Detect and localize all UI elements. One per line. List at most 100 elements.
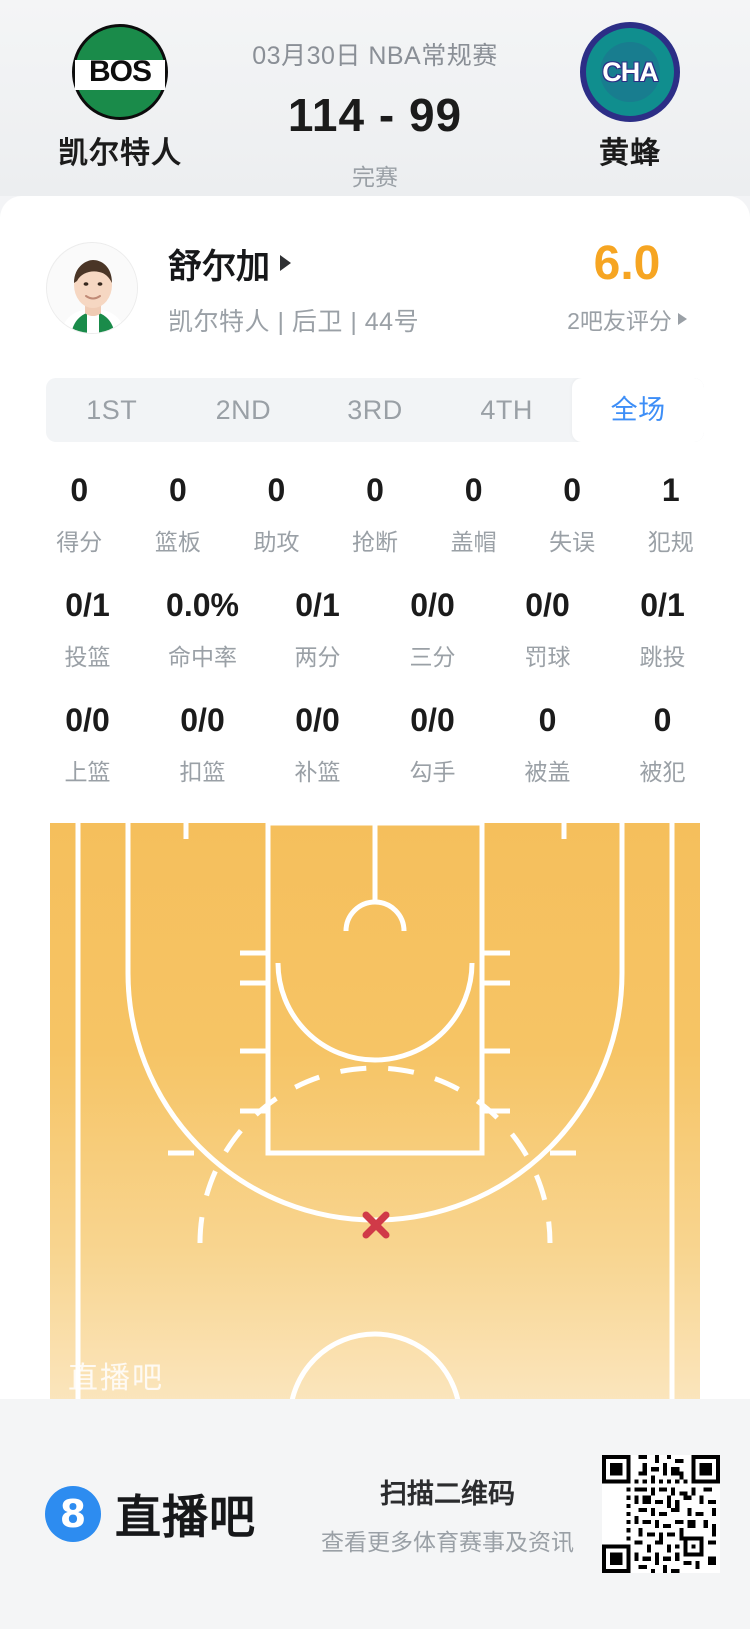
stat-value: 0/1 (65, 587, 110, 623)
stat-label: 助攻 (253, 529, 300, 555)
stat-value: 0.0% (166, 587, 239, 623)
home-team-logo-wrap: BOS (10, 18, 230, 126)
brand-block: 8 直播吧 (45, 1481, 256, 1547)
qr-block: 扫描二维码 查看更多体育赛事及资讯 (321, 1455, 720, 1573)
stat-free-throws: 0/0 罚球 (490, 587, 605, 672)
tab-3rd[interactable]: 3RD (347, 395, 403, 425)
stat-points: 0 得分 (30, 472, 129, 557)
stat-label: 被盖 (524, 759, 571, 785)
stat-field-goals: 0/1 投篮 (30, 587, 145, 672)
stat-label: 补篮 (294, 759, 341, 785)
stat-label: 跳投 (639, 644, 686, 670)
match-center-block: 03月30日 NBA常规赛 114 - 99 完赛 (230, 18, 520, 192)
stat-fg-percent: 0.0% 命中率 (145, 587, 260, 672)
player-name: 舒尔加 (168, 247, 270, 286)
cha-logo-icon: CHA (580, 22, 680, 122)
stat-turnovers: 0 失误 (523, 472, 622, 557)
stat-value: 0/0 (180, 702, 225, 738)
match-date-label: 03月30日 NBA常规赛 (252, 42, 498, 70)
stat-value: 0 (464, 472, 483, 508)
stat-two-pointers: 0/1 两分 (260, 587, 375, 672)
stat-rebounds: 0 篮板 (129, 472, 228, 557)
player-meta: 凯尔特人 | 后卫 | 44号 (168, 307, 420, 336)
stat-label: 两分 (294, 644, 341, 670)
stat-value: 0/0 (525, 587, 570, 623)
stat-label: 三分 (409, 644, 456, 670)
player-summary-row[interactable]: 舒尔加 凯尔特人 | 后卫 | 44号 6.0 2吧友评分 (0, 222, 750, 342)
player-name-line[interactable]: 舒尔加 (168, 239, 542, 288)
stat-value: 0/0 (65, 702, 110, 738)
app-footer: 8 直播吧 扫描二维码 查看更多体育赛事及资讯 (0, 1399, 750, 1629)
brand-logo-icon: 8 (45, 1486, 101, 1542)
stats-row-shooting: 0/1 投篮 0.0% 命中率 0/1 两分 0/0 三分 0/0 罚球 (30, 587, 720, 672)
tab-full-game[interactable]: 全场 (572, 378, 704, 442)
stat-dunks: 0/0 扣篮 (145, 702, 260, 787)
chevron-right-icon (280, 255, 291, 271)
stat-three-pointers: 0/0 三分 (375, 587, 490, 672)
stats-row-shot-types: 0/0 上篮 0/0 扣篮 0/0 补篮 0/0 勾手 0 被盖 (30, 702, 720, 787)
stat-label: 扣篮 (179, 759, 226, 785)
stat-fouls-drawn: 0 被犯 (605, 702, 720, 787)
stat-shots-blocked: 0 被盖 (490, 702, 605, 787)
qr-code-icon[interactable] (602, 1455, 720, 1573)
shot-marker-miss (362, 1211, 390, 1239)
tab-4th[interactable]: 4TH (480, 395, 533, 425)
stat-value: 1 (661, 472, 680, 508)
brand-name: 直播吧 (115, 1491, 256, 1543)
stat-assists: 0 助攻 (227, 472, 326, 557)
stat-layups: 0/0 上篮 (30, 702, 145, 787)
player-rating-value: 6.0 (593, 237, 661, 290)
stat-value: 0/1 (295, 587, 340, 623)
player-avatar (46, 242, 138, 334)
match-score: 114 - 99 (287, 89, 463, 141)
stat-value: 0/0 (295, 702, 340, 738)
stat-label: 盖帽 (450, 529, 497, 555)
stat-value: 0/1 (640, 587, 685, 623)
away-team-name: 黄蜂 (599, 137, 661, 170)
stat-value: 0 (538, 702, 557, 738)
match-status: 完赛 (352, 164, 398, 190)
cha-logo-inner-ring (600, 42, 660, 102)
chevron-right-small-icon (677, 313, 687, 325)
period-tabs: 1ST 2ND 3RD 4TH 全场 (46, 378, 704, 442)
shot-chart-court[interactable]: 直播吧 (50, 823, 700, 1419)
stat-label: 勾手 (409, 759, 456, 785)
stat-value: 0/0 (410, 587, 455, 623)
tab-2nd[interactable]: 2ND (215, 395, 272, 425)
stat-label: 命中率 (168, 644, 237, 670)
stats-row-basic: 0 得分 0 篮板 0 助攻 0 抢断 0 盖帽 (30, 472, 720, 557)
stat-value: 0 (366, 472, 384, 508)
scoreboard-header: BOS 凯尔特人 03月30日 NBA常规赛 114 - 99 完赛 CHA 黄… (0, 0, 750, 196)
stat-blocks: 0 盖帽 (424, 472, 523, 557)
home-team-block[interactable]: BOS 凯尔特人 (10, 18, 230, 172)
stat-label: 失误 (549, 529, 596, 555)
bos-logo-band (75, 60, 165, 90)
stat-value: 0 (168, 472, 187, 508)
qr-subtitle: 查看更多体育赛事及资讯 (321, 1528, 574, 1555)
stat-label: 罚球 (524, 644, 571, 670)
stat-steals: 0 抢断 (326, 472, 425, 557)
stat-fouls: 1 犯规 (621, 472, 720, 557)
stat-label: 上篮 (64, 759, 111, 785)
stat-value: 0 (70, 472, 89, 508)
stat-label: 抢断 (352, 529, 399, 555)
stat-value: 0/0 (410, 702, 455, 738)
player-stats-card: 舒尔加 凯尔特人 | 后卫 | 44号 6.0 2吧友评分 1ST 2ND 3R… (0, 196, 750, 1419)
away-team-logo-wrap: CHA (520, 18, 740, 126)
tab-1st[interactable]: 1ST (86, 395, 138, 425)
cha-logo-text: CHA (602, 56, 658, 87)
stat-putbacks: 0/0 补篮 (260, 702, 375, 787)
bos-logo-text: BOS (88, 55, 152, 88)
stats-grid: 0 得分 0 篮板 0 助攻 0 抢断 0 盖帽 (0, 472, 750, 787)
bos-logo-icon: BOS (72, 24, 168, 120)
stat-label: 被犯 (639, 759, 686, 785)
stat-jump-shots: 0/1 跳投 (605, 587, 720, 672)
stat-value: 0 (267, 472, 286, 508)
stat-label: 篮板 (154, 529, 201, 555)
court-watermark: 直播吧 (68, 1362, 164, 1395)
stat-value: 0 (563, 472, 582, 508)
player-info: 舒尔加 凯尔特人 | 后卫 | 44号 (138, 239, 542, 338)
player-rating-box[interactable]: 6.0 2吧友评分 (542, 240, 712, 336)
away-team-block[interactable]: CHA 黄蜂 (520, 18, 740, 172)
